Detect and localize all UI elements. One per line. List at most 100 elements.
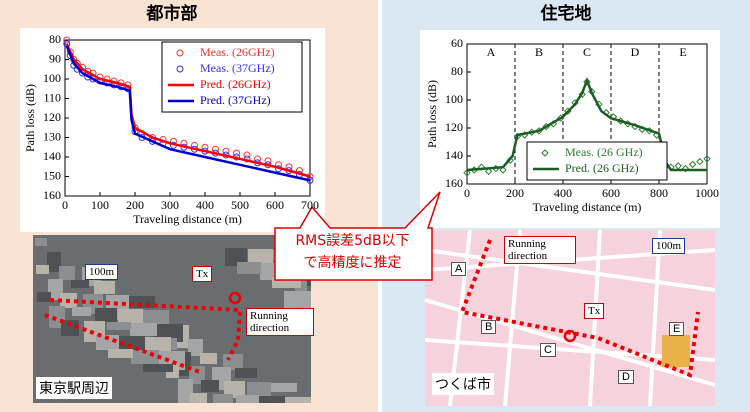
x-tick-label: 200	[126, 198, 144, 212]
building	[235, 368, 257, 378]
building	[259, 396, 285, 403]
x-tick-label: 400	[196, 198, 214, 212]
road	[424, 248, 716, 292]
data-point	[477, 163, 486, 171]
y-tick-label: 160	[43, 188, 61, 202]
y-axis-label: Path loss (dB)	[425, 80, 439, 148]
data-point	[499, 166, 507, 174]
section-label: C	[583, 45, 591, 59]
chart-card	[420, 30, 720, 228]
data-point	[212, 145, 219, 153]
building	[200, 353, 217, 364]
data-point	[264, 157, 272, 165]
place-label: 東京駅周辺	[36, 377, 112, 399]
y-tick-label: 120	[445, 120, 463, 134]
route	[459, 239, 700, 378]
building	[190, 393, 207, 403]
y-tick-label: 100	[445, 92, 463, 106]
point-label: D	[618, 370, 634, 384]
building	[107, 322, 131, 330]
y-tick-label: 80	[451, 64, 463, 78]
y-tick-label: 120	[43, 110, 61, 124]
section-label: E	[679, 45, 686, 59]
data-point	[681, 164, 690, 173]
x-tick-label: 1000	[695, 186, 719, 200]
x-tick-label: 300	[161, 198, 179, 212]
building	[225, 248, 247, 266]
panel-title: 住宅地	[541, 3, 592, 24]
building	[35, 238, 47, 246]
building	[178, 379, 193, 403]
legend-label: Pred. (26 GHz)	[565, 161, 639, 175]
data-point	[696, 157, 704, 166]
x-axis-label: Traveling distance (m)	[133, 212, 242, 226]
x-tick-label: 100	[91, 198, 109, 212]
point-label: C	[540, 343, 556, 357]
section-label: B	[535, 45, 543, 59]
building	[48, 279, 63, 300]
y-tick-label: 140	[43, 149, 61, 163]
data-point	[63, 36, 71, 44]
point-label: E	[669, 322, 685, 336]
building	[224, 381, 245, 398]
y-tick-label: 90	[49, 51, 61, 65]
building	[37, 292, 51, 302]
building	[95, 308, 117, 322]
scale-label: 100m	[85, 264, 119, 280]
building	[143, 364, 173, 372]
data-line	[65, 43, 311, 178]
data-point	[688, 160, 697, 169]
callout-line: で高精度に推定	[303, 255, 402, 271]
building	[272, 277, 301, 288]
building	[94, 281, 115, 294]
route	[44, 298, 243, 374]
x-tick-label: 600	[602, 186, 620, 200]
data-point	[463, 169, 471, 177]
y-axis-label: Path loss (dB)	[23, 84, 37, 152]
legend-symbol	[176, 49, 184, 57]
building	[188, 339, 203, 356]
x-tick-label: 0	[62, 198, 68, 212]
direction-label: Running direction	[504, 236, 576, 264]
building	[36, 265, 49, 274]
x-tick-label: 200	[506, 186, 524, 200]
y-tick-label: 140	[445, 148, 463, 162]
legend-box	[526, 141, 668, 181]
building	[59, 266, 75, 280]
tx-marker	[228, 291, 242, 305]
y-tick-label: 60	[451, 36, 463, 50]
building	[130, 323, 157, 336]
y-tick-label: 80	[49, 32, 61, 46]
building	[237, 262, 261, 274]
point-label: B	[481, 320, 497, 334]
plot-frame	[466, 43, 708, 185]
callout-line: RMS誤差5dB以下	[295, 233, 410, 249]
x-tick-label: 400	[554, 186, 572, 200]
data-point	[583, 78, 591, 86]
data-point	[484, 167, 493, 176]
x-tick-label: 800	[650, 186, 668, 200]
building	[201, 380, 219, 392]
direction-label: Running direction	[246, 308, 314, 336]
building	[236, 395, 259, 403]
building	[282, 397, 311, 403]
legend-symbol	[541, 149, 549, 157]
y-tick-label: 160	[445, 176, 463, 190]
aerial-photo	[33, 235, 311, 403]
building	[213, 394, 233, 403]
data-line	[65, 45, 311, 182]
building	[47, 252, 61, 272]
scale-label: 100m	[652, 238, 686, 254]
y-tick-label: 130	[43, 129, 61, 143]
legend-symbol	[176, 65, 184, 73]
x-tick-label: 0	[464, 186, 470, 200]
x-tick-label: 600	[266, 198, 284, 212]
place-label: つくば市	[432, 373, 494, 395]
x-tick-label: 500	[231, 198, 249, 212]
tx-label: Tx	[192, 266, 213, 282]
section-label: D	[631, 45, 640, 59]
legend-label: Meas. (37GHz)	[200, 61, 275, 75]
legend-label: Pred. (37GHz)	[200, 93, 271, 107]
building	[72, 307, 91, 316]
